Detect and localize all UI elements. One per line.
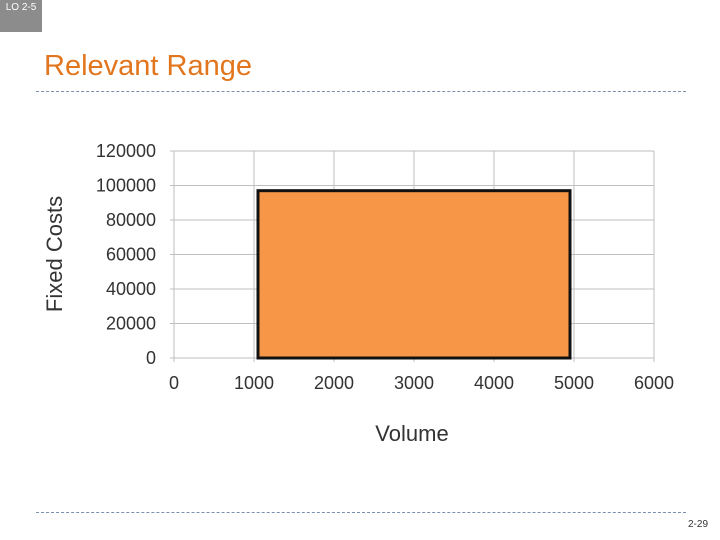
page-number: 2-29 [688, 519, 709, 530]
y-tick-label: 80000 [106, 210, 156, 230]
y-tick-label: 100000 [96, 176, 156, 196]
y-tick-label: 60000 [106, 245, 156, 265]
y-tick-label: 120000 [96, 141, 156, 161]
lo-badge: LO 2-5 [0, 0, 42, 32]
title-divider [36, 91, 686, 92]
y-tick-label: 0 [146, 348, 156, 368]
x-axis-label: Volume [375, 421, 448, 446]
slide-title: Relevant Range [44, 50, 252, 82]
x-tick-label: 3000 [394, 373, 434, 393]
x-tick-label: 0 [169, 373, 179, 393]
relevant-range-area [256, 189, 572, 360]
x-tick-label: 6000 [634, 373, 674, 393]
relevant-range-rect [256, 189, 572, 360]
x-tick-label: 2000 [314, 373, 354, 393]
y-axis-label: Fixed Costs [42, 196, 67, 312]
footer-divider [36, 512, 686, 513]
x-axis-ticks: 0 1000 2000 3000 4000 5000 6000 [169, 373, 674, 393]
y-tick-label: 20000 [106, 314, 156, 334]
x-tick-label: 4000 [474, 373, 514, 393]
x-tick-label: 1000 [234, 373, 274, 393]
y-tick-label: 40000 [106, 279, 156, 299]
y-axis-ticks: 0 20000 40000 60000 80000 100000 120000 [96, 141, 156, 368]
x-tick-label: 5000 [554, 373, 594, 393]
